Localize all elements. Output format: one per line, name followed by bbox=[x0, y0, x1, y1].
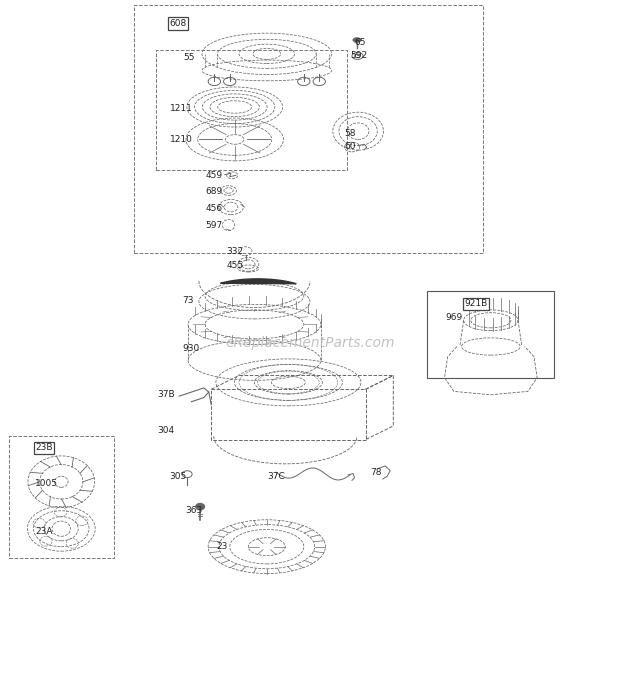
Text: 58: 58 bbox=[344, 130, 355, 139]
Text: 1211: 1211 bbox=[170, 104, 193, 113]
Text: 1005: 1005 bbox=[35, 479, 58, 488]
Text: 332: 332 bbox=[227, 247, 244, 256]
Text: 23: 23 bbox=[216, 542, 228, 551]
Text: 304: 304 bbox=[157, 426, 174, 435]
Ellipse shape bbox=[196, 504, 205, 510]
Text: 60: 60 bbox=[344, 142, 355, 151]
Text: 363: 363 bbox=[185, 507, 203, 516]
Text: 23A: 23A bbox=[35, 527, 53, 536]
Text: 459: 459 bbox=[205, 171, 222, 179]
Text: 689: 689 bbox=[205, 186, 223, 195]
Text: 455: 455 bbox=[227, 261, 244, 270]
Text: 969: 969 bbox=[446, 313, 463, 322]
Text: 592: 592 bbox=[350, 51, 367, 60]
Text: 55: 55 bbox=[184, 53, 195, 62]
Text: 608: 608 bbox=[169, 19, 187, 28]
Text: 1210: 1210 bbox=[170, 135, 193, 144]
Text: 597: 597 bbox=[205, 221, 223, 230]
Text: eReplacementParts.com: eReplacementParts.com bbox=[225, 336, 395, 350]
Text: 73: 73 bbox=[182, 297, 193, 306]
Text: 921B: 921B bbox=[464, 299, 487, 308]
Text: 305: 305 bbox=[169, 472, 187, 481]
Text: 65: 65 bbox=[355, 38, 366, 47]
Polygon shape bbox=[221, 279, 296, 283]
Text: 78: 78 bbox=[371, 468, 382, 477]
Text: 37B: 37B bbox=[157, 390, 175, 399]
Text: 456: 456 bbox=[205, 204, 222, 213]
Ellipse shape bbox=[353, 38, 361, 42]
Text: 37C: 37C bbox=[267, 472, 285, 481]
Text: 930: 930 bbox=[182, 344, 200, 353]
Text: 23B: 23B bbox=[35, 444, 53, 453]
